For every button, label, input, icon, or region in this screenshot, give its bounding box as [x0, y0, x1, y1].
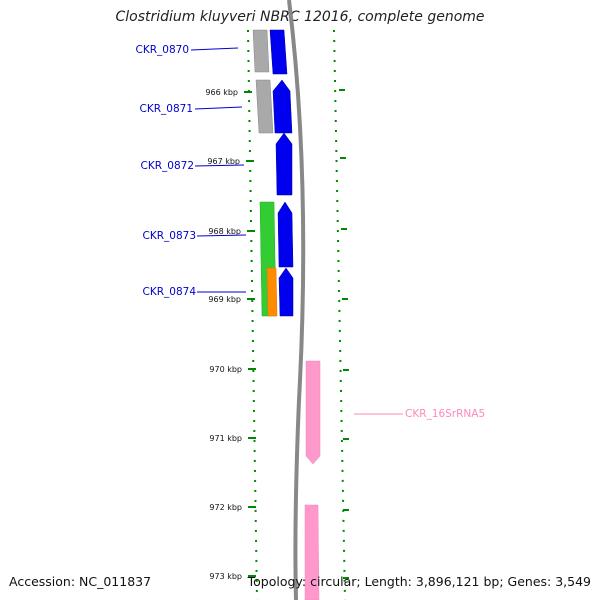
cds-arrow-0871[interactable] [272, 79, 293, 134]
cds-arrow-0874[interactable] [278, 267, 294, 317]
tick-973: 973 kbp [209, 572, 349, 581]
gene-label-ckr-0871[interactable]: CKR_0871 [140, 103, 193, 115]
tick-966: 966 kbp [205, 88, 345, 97]
tick-967: 967 kbp [207, 157, 346, 166]
orange-feature[interactable] [266, 267, 278, 317]
tick-970: 970 kbp [209, 365, 349, 374]
genome-backbone [287, 0, 306, 600]
tick-label: 966 kbp [205, 88, 238, 97]
rrna-feature-lower[interactable] [304, 504, 320, 600]
leader-line-0870 [190, 47, 239, 51]
tick-label: 972 kbp [209, 503, 242, 512]
genome-summary-text: Topology: circular; Length: 3,896,121 bp… [247, 574, 591, 589]
gene-label-ckr-0873[interactable]: CKR_0873 [143, 230, 196, 242]
map-title: Clostridium kluyveri NBRC 12016, complet… [115, 9, 485, 25]
rrna-feature-16s[interactable] [305, 360, 321, 465]
gene-label-ckr-16srrna5[interactable]: CKR_16SrRNA5 [405, 408, 485, 420]
cds-arrow-0873[interactable] [277, 201, 294, 268]
cds-arrow-0870[interactable] [269, 29, 288, 75]
tick-972: 972 kbp [209, 503, 349, 512]
tick-label: 969 kbp [208, 295, 241, 304]
leader-line-0873 [196, 234, 247, 237]
gray-feature-0871[interactable] [255, 79, 274, 134]
leader-line-0871 [194, 106, 243, 110]
tick-label: 970 kbp [209, 365, 242, 374]
gene-label-ckr-0872[interactable]: CKR_0872 [141, 160, 194, 172]
tick-969: 969 kbp [208, 295, 348, 304]
gray-feature-0870[interactable] [252, 29, 270, 73]
tick-label: 973 kbp [209, 572, 242, 581]
tick-971: 971 kbp [209, 434, 349, 443]
outer-dotted-track [333, 29, 346, 600]
gene-label-ckr-0874[interactable]: CKR_0874 [143, 286, 197, 298]
tick-label: 967 kbp [207, 157, 240, 166]
inner-dotted-track [247, 29, 258, 600]
tick-label: 968 kbp [208, 227, 241, 236]
accession-text: Accession: NC_011837 [9, 574, 152, 589]
gene-label-ckr-0870[interactable]: CKR_0870 [136, 44, 189, 56]
leader-line-0872 [194, 164, 245, 167]
cds-arrow-0872[interactable] [275, 132, 293, 196]
tick-label: 971 kbp [209, 434, 242, 443]
tick-968: 968 kbp [208, 227, 347, 236]
